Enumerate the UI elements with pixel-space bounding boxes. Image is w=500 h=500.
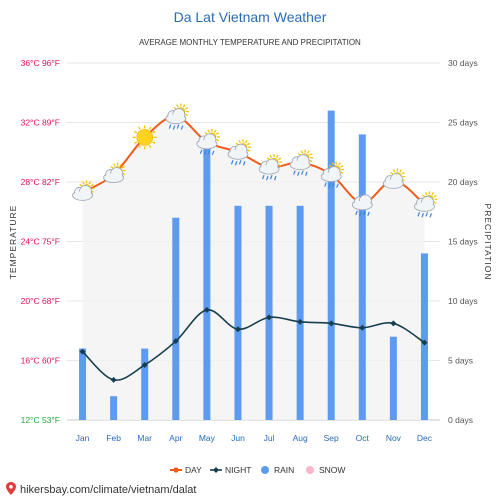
rain-bar-sep (327, 110, 335, 420)
right-tick-label: 0 days (448, 415, 473, 425)
rain-bar-feb (110, 396, 118, 420)
sun-rain-cloud-icon (165, 103, 189, 130)
day-area-fill (82, 116, 425, 420)
legend-label: NIGHT (225, 465, 251, 475)
right-axis-ticks: 30 days 25 days 20 days 15 days 10 days 5 day… (448, 58, 478, 425)
left-tick-label: 12°C 53°F (21, 415, 60, 425)
night-point-nov (390, 320, 397, 327)
sun-rain-cloud-icon (196, 128, 220, 156)
legend-item-rain[interactable]: RAIN (261, 465, 294, 475)
sun-rain-cloud-icon (320, 161, 345, 188)
sun-cloud-icon (103, 162, 126, 183)
night-point-jan (79, 348, 86, 355)
rain-bar-dec (420, 253, 428, 420)
left-tick-label: 28°C 82°F (21, 177, 60, 187)
rain-bar-aug (296, 205, 304, 420)
month-label-sep: Sep (324, 433, 339, 443)
left-tick-label: 36°C 96°F (21, 58, 60, 68)
right-tick-label: 10 days (448, 296, 478, 306)
sun-rain-cloud-icon (414, 191, 438, 218)
right-tick-label: 20 days (448, 177, 478, 187)
sun-cloud-icon (382, 168, 406, 189)
left-axis-ticks: 36°C 96°F 32°C 89°F 28°C 82°F 24°C 75°F 20°C… (21, 58, 60, 425)
night-point-sep (328, 320, 335, 327)
rain-bar-jul (265, 205, 273, 420)
night-point-feb (110, 376, 117, 383)
source-footer: hikersbay.com/climate/vietnam/dalat (6, 482, 196, 496)
chart-subtitle: AVERAGE MONTHLY TEMPERATURE AND PRECIPIT… (139, 38, 361, 47)
sun-icon (132, 125, 157, 150)
left-tick-label: 20°C 68°F (21, 296, 60, 306)
rain-bar-may (203, 146, 211, 421)
night-point-jul (266, 314, 273, 321)
month-label-feb: Feb (106, 433, 121, 443)
x-axis-ticks: Jan Feb Mar Apr May Jun Jul Aug Sep Oct Nov Dec (76, 433, 433, 443)
night-point-oct (359, 324, 366, 331)
sun-cloud-icon (72, 180, 95, 201)
right-tick-label: 5 days (448, 356, 473, 366)
night-point-jun (234, 326, 241, 333)
night-point-mar (141, 361, 148, 368)
left-tick-label: 24°C 75°F (21, 237, 60, 247)
month-label-aug: Aug (293, 433, 308, 443)
rain-bar-jan (79, 348, 87, 420)
rain-bars (79, 110, 428, 421)
rain-bar-nov (389, 336, 397, 420)
source-link[interactable]: hikersbay.com/climate/vietnam/dalat (20, 484, 196, 496)
right-tick-label: 30 days (448, 58, 478, 68)
rain-bar-oct (358, 134, 366, 420)
chart-title: Da Lat Vietnam Weather (174, 9, 327, 25)
night-point-dec (421, 339, 428, 346)
sun-rain-cloud-icon (258, 154, 283, 181)
sun-rain-cloud-icon (227, 139, 251, 166)
rain-cloud-icon (351, 194, 373, 217)
month-label-apr: Apr (169, 433, 182, 443)
month-label-oct: Oct (356, 433, 370, 443)
night-point-aug (297, 318, 304, 325)
left-axis-title: TEMPERATURE (8, 205, 18, 280)
right-axis-title: PRECIPITATION (483, 204, 493, 281)
month-label-nov: Nov (386, 433, 402, 443)
legend-item-night[interactable]: NIGHT (210, 465, 251, 475)
legend-label: DAY (185, 465, 202, 475)
night-points (79, 306, 428, 383)
month-label-may: May (199, 433, 216, 443)
month-label-jan: Jan (76, 433, 90, 443)
rain-bar-apr (172, 217, 180, 420)
left-tick-label: 16°C 60°F (21, 356, 60, 366)
right-tick-label: 25 days (448, 118, 478, 128)
day-area (82, 116, 425, 420)
right-tick-label: 15 days (448, 237, 478, 247)
month-label-mar: Mar (137, 433, 152, 443)
sun-rain-cloud-icon (289, 149, 314, 176)
rain-bar-jun (234, 205, 242, 420)
legend: DAY NIGHT RAIN SNOW (170, 465, 345, 475)
weather-icons (72, 103, 438, 218)
location-pin-icon (6, 482, 16, 495)
month-label-jun: Jun (231, 433, 245, 443)
rain-bar-mar (141, 348, 149, 420)
night-point-may (203, 306, 210, 313)
month-label-dec: Dec (417, 433, 433, 443)
night-point-apr (172, 338, 179, 345)
left-tick-label: 32°C 89°F (21, 118, 60, 128)
legend-label: SNOW (319, 465, 345, 475)
legend-item-day[interactable]: DAY (170, 465, 202, 475)
month-label-jul: Jul (264, 433, 275, 443)
legend-label: RAIN (274, 465, 294, 475)
legend-item-snow[interactable]: SNOW (306, 465, 345, 475)
